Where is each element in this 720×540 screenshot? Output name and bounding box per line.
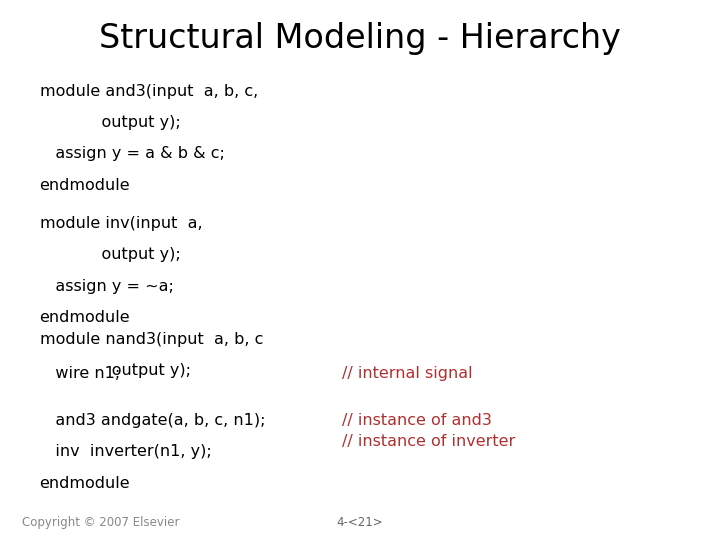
Text: endmodule: endmodule [40, 476, 130, 491]
Text: and3 andgate(a, b, c, n1);: and3 andgate(a, b, c, n1); [40, 413, 265, 428]
Text: // internal signal: // internal signal [342, 366, 472, 381]
Text: assign y = ~a;: assign y = ~a; [40, 279, 174, 294]
Text: 4-<21>: 4-<21> [337, 516, 383, 529]
Text: module and3(input  a, b, c,: module and3(input a, b, c, [40, 84, 258, 99]
Text: output y);: output y); [40, 115, 180, 130]
Text: output y);: output y); [40, 247, 180, 262]
Text: endmodule: endmodule [40, 310, 130, 325]
Text: Copyright © 2007 Elsevier: Copyright © 2007 Elsevier [22, 516, 179, 529]
Text: Structural Modeling - Hierarchy: Structural Modeling - Hierarchy [99, 22, 621, 55]
Text: assign y = a & b & c;: assign y = a & b & c; [40, 146, 225, 161]
Text: module inv(input  a,: module inv(input a, [40, 216, 202, 231]
Text: inv  inverter(n1, y);: inv inverter(n1, y); [40, 444, 212, 460]
Text: // instance of inverter: // instance of inverter [342, 434, 516, 449]
Text: endmodule: endmodule [40, 178, 130, 193]
Text: // instance of and3: // instance of and3 [342, 413, 492, 428]
Text: wire n1;: wire n1; [40, 366, 120, 381]
Text: output y);: output y); [40, 363, 191, 379]
Text: module nand3(input  a, b, c: module nand3(input a, b, c [40, 332, 263, 347]
